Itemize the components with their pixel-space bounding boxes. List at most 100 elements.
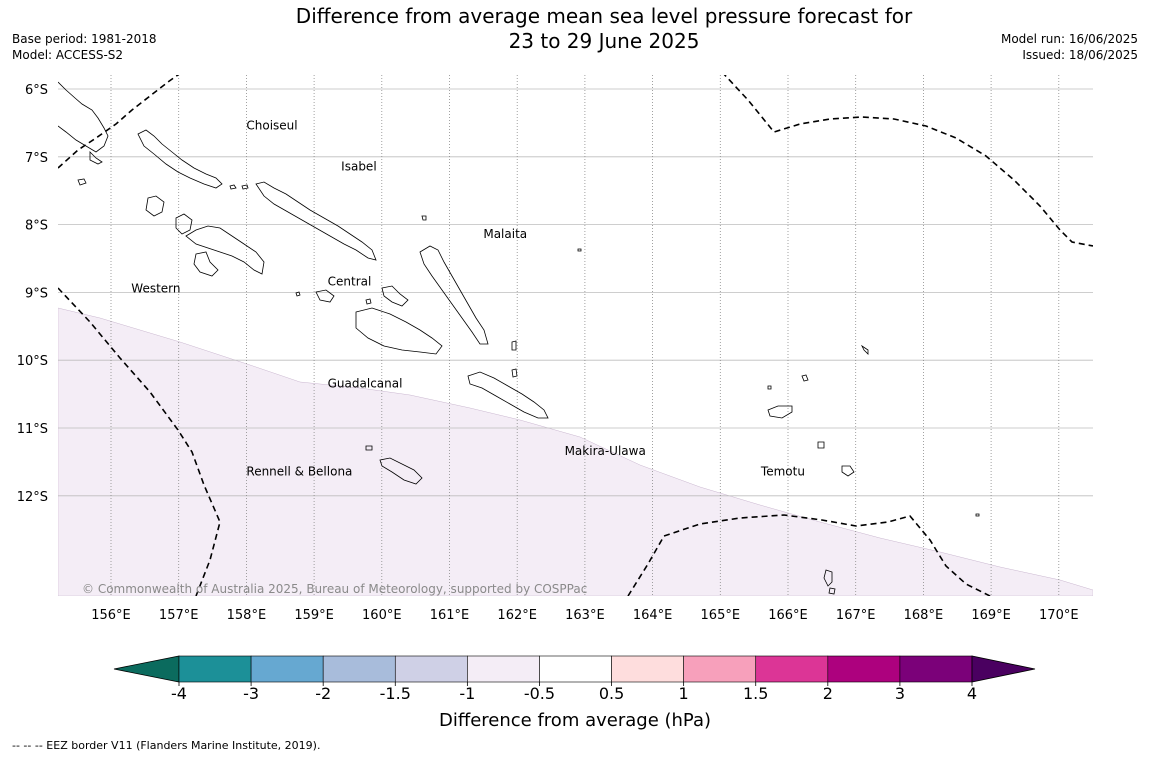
colorbar [113,655,1036,683]
colorbar-tick-label: -1.5 [380,684,411,703]
island-small-malaita [511,340,517,351]
colorbar-extend-high [971,655,1036,683]
colorbar-tick-label: 0.5 [599,684,624,703]
lon-label: 169°E [971,608,1011,623]
lon-label: 161°E [430,608,470,623]
region-label: Guadalcanal [328,376,403,390]
island-small-central [295,215,582,297]
region-labels: Choiseul Isabel Malaita Western Central Guada… [131,119,805,479]
island-ulawa [511,368,518,378]
colorbar-tick-label: 1 [679,684,689,703]
region-label: Temotu [760,464,805,478]
island-small-east [767,344,980,517]
island-choiseul [137,129,223,189]
island-utupua [817,441,825,449]
colorbar-segment [394,655,468,683]
lon-label: 157°E [159,608,199,623]
region-label: Malaita [483,227,527,241]
island-makira [467,371,549,419]
colorbar-segment [539,655,612,683]
colorbar-segment [683,655,757,683]
lat-label: 6°S [25,83,48,98]
lat-label: 8°S [25,219,48,234]
colorbar-tick-label: -0.5 [524,684,555,703]
colorbar-segment [322,655,396,683]
map-area [58,75,1093,596]
lat-label: 11°S [17,422,48,437]
colorbar-tick-label: 1.5 [743,684,768,703]
colorbar-tick-label: 3 [895,684,905,703]
colorbar-ticks: -4 -3 -2 -1.5 -1 -0.5 0.5 1 1.5 2 3 4 [171,682,977,703]
island-santa-cruz [767,405,793,419]
island-nggela [381,285,409,307]
copyright-text: © Commonwealth of Australia 2025, Bureau… [82,582,587,596]
lon-label: 163°E [565,608,605,623]
region-label: Makira-Ulawa [565,444,646,458]
island-new-georgia [185,225,265,275]
gridlines [58,75,1093,596]
island-isabel [255,181,377,261]
model-run: Model run: 16/06/2025 [1000,32,1138,46]
colorbar-segment [611,655,684,683]
colorbar-tick-label: -2 [315,684,331,703]
lon-label: 170°E [1039,608,1079,623]
lon-label: 166°E [768,608,808,623]
colorbar-segment [827,655,901,683]
colorbar-tick-label: -1 [459,684,475,703]
island-vella-lavella [145,195,165,217]
longitude-labels: 156°E 157°E 158°E 159°E 160°E 161°E 162°E 163°E… [91,608,1078,623]
lat-label: 12°S [17,490,48,505]
colorbar-tick-label: 2 [823,684,833,703]
eez-border-png-south [58,287,221,596]
island-kolombangara [175,213,193,235]
island-bellona [365,445,373,451]
colorbar-label: Difference from average (hPa) [439,710,711,731]
colorbar-segment [178,655,252,683]
lon-label: 162°E [497,608,537,623]
model-name: Model: ACCESS-S2 [12,48,124,62]
eez-border-north-east [723,75,1093,247]
lon-label: 168°E [904,608,944,623]
colorbar-tick-label: -4 [171,684,187,703]
title-line-1: Difference from average mean sea level p… [295,4,913,28]
base-period: Base period: 1981-2018 [12,32,157,46]
lon-label: 167°E [836,608,876,623]
region-label: Isabel [341,159,376,173]
island-small-choiseul [229,184,249,190]
region-label: Central [328,275,372,289]
lat-label: 10°S [17,354,48,369]
island-russell [315,289,335,303]
meta-left: Base period: 1981-2018 Model: ACCESS-S2 [12,31,157,63]
island-savo [365,298,372,305]
colorbar-segment [899,655,973,683]
region-label: Rennell & Bellona [246,464,352,478]
title-line-2: 23 to 29 June 2025 [508,29,700,53]
lon-label: 159°E [294,608,334,623]
island-tikopia [823,569,836,595]
island-guadalcanal [355,307,443,355]
lon-label: 165°E [701,608,741,623]
lon-label: 160°E [362,608,402,623]
island-bougainville [58,81,109,153]
lat-label: 7°S [25,151,48,166]
colorbar-segment [250,655,324,683]
island-small-west [77,178,87,186]
region-label: Western [131,281,180,295]
island-rennell [379,457,423,485]
lon-label: 158°E [227,608,267,623]
lon-label: 164°E [633,608,673,623]
coastlines [58,81,980,595]
island-rendova [193,251,219,277]
colorbar-extend-low [113,655,180,683]
meta-right: Model run: 16/06/2025 Issued: 18/06/2025 [1001,31,1138,63]
colorbar-segment [467,655,540,683]
colorbar-segment [755,655,829,683]
colorbar-tick-label: -3 [243,684,259,703]
lon-label: 156°E [91,608,131,623]
chart-title: Difference from average mean sea level p… [0,4,1150,54]
eez-border-png-north [58,75,180,169]
issued-date: Issued: 18/06/2025 [1022,48,1138,62]
island-duff-reef [801,374,809,382]
colorbar-tick-label: 4 [967,684,977,703]
